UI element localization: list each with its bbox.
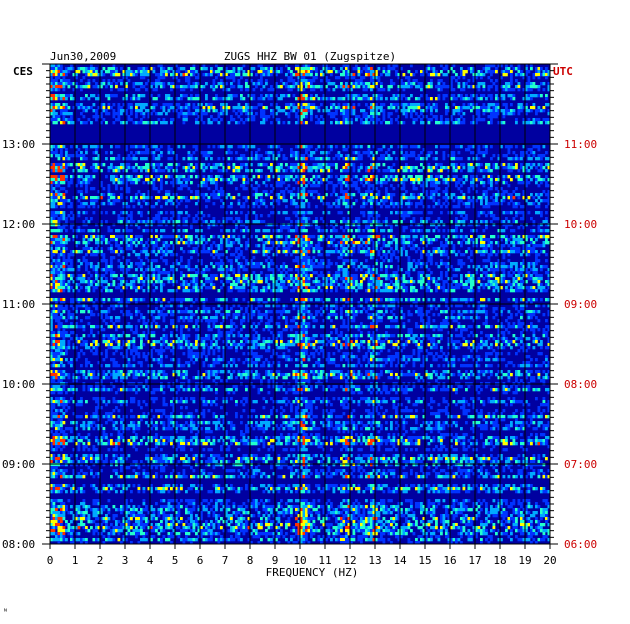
footer-mark: ᴺ: [3, 607, 8, 616]
utc-time-label: 07:00: [564, 458, 597, 471]
ces-time-label: 10:00: [2, 378, 35, 391]
utc-time-label: 10:00: [564, 218, 597, 231]
x-tick-label: 9: [272, 554, 279, 567]
ces-time-label: 11:00: [2, 298, 35, 311]
x-tick-label: 17: [468, 554, 481, 567]
x-tick-label: 11: [318, 554, 331, 567]
axis-tick-labels: 0 1 2 3 4 5 6 7 8 9 10 11 12 13 14 15 16 17 18 19 2008:0009:…: [2, 138, 597, 567]
utc-time-label: 11:00: [564, 138, 597, 151]
x-tick-label: 10: [293, 554, 306, 567]
x-tick-label: 8: [247, 554, 254, 567]
x-tick-label: 5: [172, 554, 179, 567]
ces-time-label: 09:00: [2, 458, 35, 471]
x-tick-label: 0: [47, 554, 54, 567]
date-label: Jun30,2009: [50, 50, 116, 63]
utc-time-label: 09:00: [564, 298, 597, 311]
x-tick-label: 18: [493, 554, 506, 567]
utc-time-label: 08:00: [564, 378, 597, 391]
x-tick-label: 14: [393, 554, 407, 567]
ces-axis-label: CES: [13, 65, 33, 78]
x-tick-label: 4: [147, 554, 154, 567]
x-tick-label: 6: [197, 554, 204, 567]
x-tick-label: 20: [543, 554, 556, 567]
x-tick-label: 2: [97, 554, 104, 567]
utc-time-label: 06:00: [564, 538, 597, 551]
x-tick-label: 16: [443, 554, 456, 567]
x-tick-label: 13: [368, 554, 381, 567]
ces-time-label: 13:00: [2, 138, 35, 151]
ces-time-label: 08:00: [2, 538, 35, 551]
x-tick-label: 1: [72, 554, 79, 567]
x-tick-label: 12: [343, 554, 356, 567]
x-tick-label: 19: [518, 554, 531, 567]
ces-time-label: 12:00: [2, 218, 35, 231]
spectrogram-grid: [49, 63, 551, 545]
x-tick-label: 3: [122, 554, 129, 567]
x-tick-label: 7: [222, 554, 229, 567]
axis-ticks: [42, 63, 558, 549]
utc-axis-label: UTC: [553, 65, 573, 78]
x-tick-label: 15: [418, 554, 431, 567]
x-axis-title: FREQUENCY (HZ): [266, 566, 359, 579]
station-title: ZUGS HHZ BW 01 (Zugspitze): [224, 50, 396, 63]
